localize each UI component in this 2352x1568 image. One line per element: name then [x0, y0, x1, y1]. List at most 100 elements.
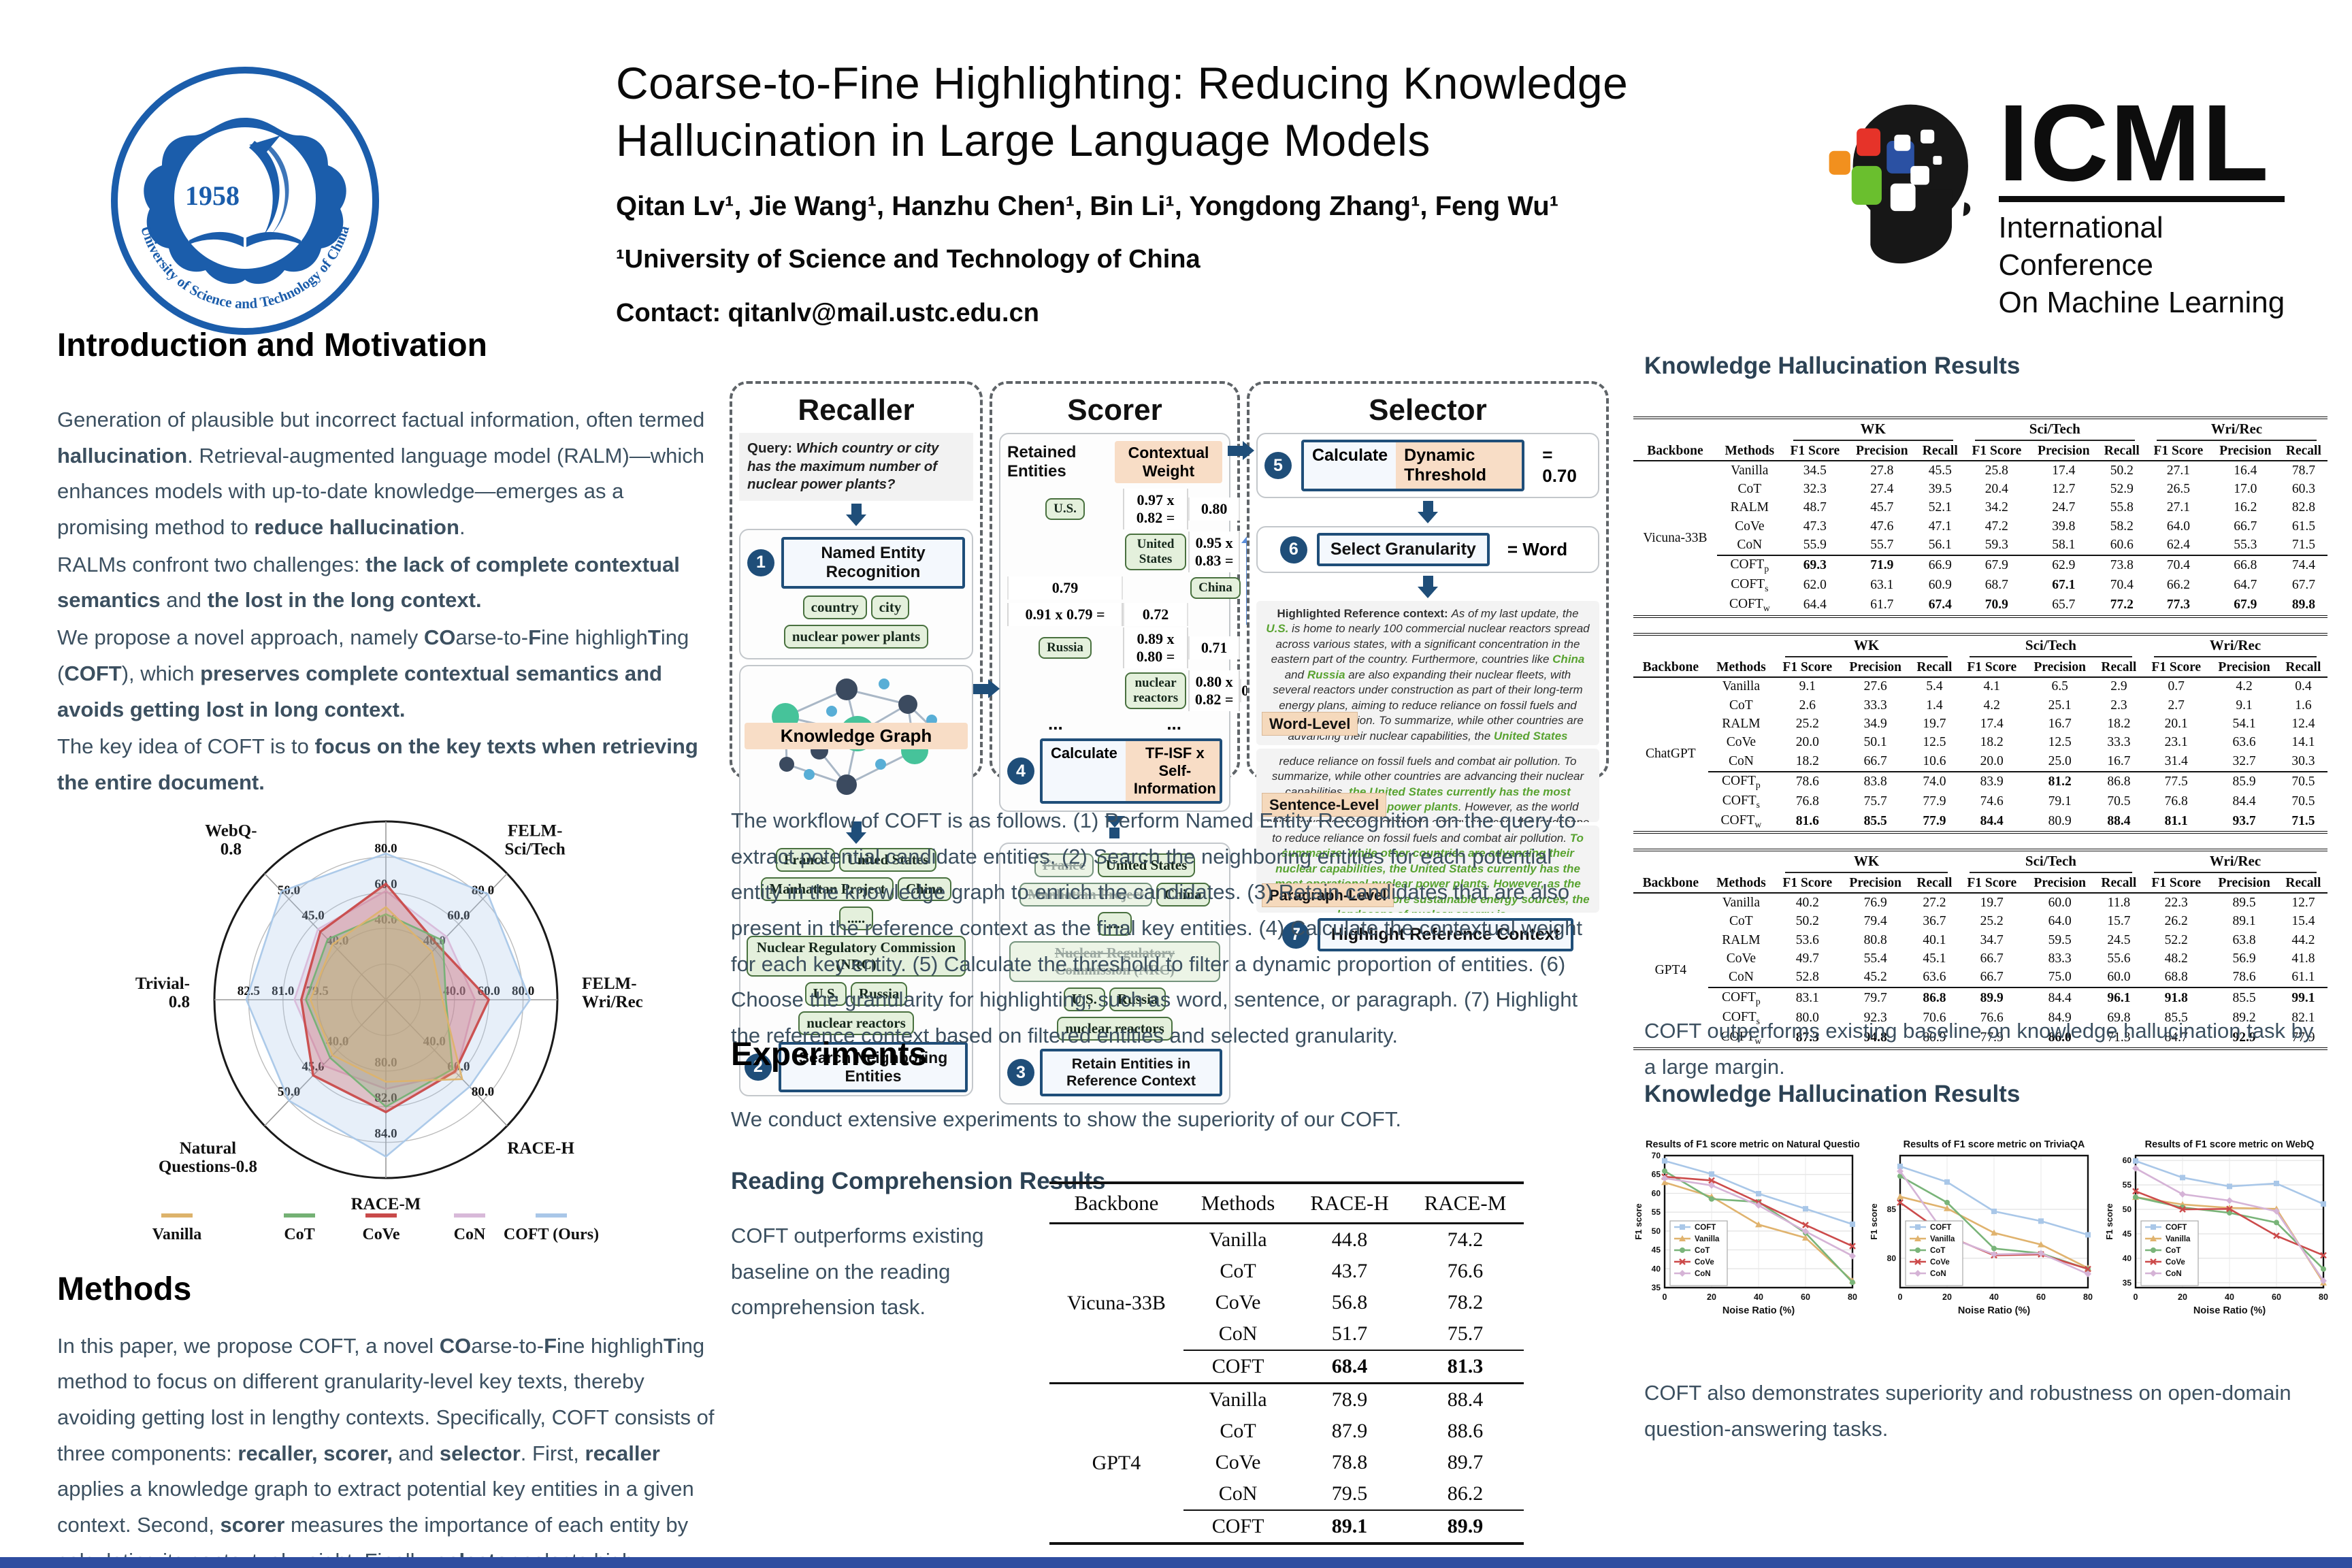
entity-chip: nuclear power plants — [783, 624, 929, 649]
value-cell: CoT — [1220, 1260, 1256, 1282]
text-segment: . First, — [520, 1441, 585, 1465]
text-segment: ing ( — [57, 625, 689, 685]
text-segment: preserves complete contextual semantics … — [57, 661, 662, 721]
table-row: CoN 52.8 45.2 63.6 66.7 75.0 60.0 68.8 78.6 61.1 — [1633, 968, 2328, 987]
value-cell: 52.2 — [2164, 932, 2188, 947]
value-cell: 30.3 — [2291, 753, 2315, 768]
value-cell: 67.7 — [2291, 578, 2315, 593]
value-cell: 26.5 — [2166, 481, 2190, 496]
ellipsis: ... — [1048, 713, 1063, 734]
value-cell: 70.5 — [2291, 794, 2315, 808]
value-cell: 45.1 — [1923, 951, 1946, 966]
value-cell: 77.5 — [2142, 770, 2210, 792]
query-text: Which country or city has the maximum nu… — [747, 440, 939, 493]
svg-text:CoVe: CoVe — [1930, 1258, 1950, 1267]
text-segment: ine highligh — [557, 1333, 664, 1358]
value-cell: 52.1 — [1928, 500, 1952, 515]
intro-paragraph: We propose a novel approach, namely COar… — [57, 620, 715, 728]
value-cell: 89.9 — [1958, 987, 2025, 1009]
entity-chip: United States — [1097, 853, 1196, 877]
arrow-down-icon — [1256, 576, 1599, 598]
value-cell: 41.8 — [2291, 951, 2315, 966]
table-row: Vicuna-33B Vanilla 34.5 27.8 45.5 25.8 17.4 50.… — [1633, 461, 2328, 545]
value-cell: 94.8 — [1863, 1030, 1887, 1045]
value-cell: 12.7 — [2291, 895, 2315, 910]
column-header: Recall — [1910, 658, 1959, 678]
svg-text:85: 85 — [1887, 1205, 1897, 1214]
table-row: GPT4 Vanilla 40.2 76.9 27.2 19.7 60.0 11.8 22.3 8… — [1633, 893, 2328, 977]
entity-chip: nuclear reactors — [1125, 672, 1187, 709]
ner-chips: country city nuclear power plants — [747, 593, 965, 651]
dynamic-threshold-row: 5 Calculate Dynamic Threshold = 0.70 — [1256, 433, 1599, 498]
kh-table-ChatGPT: WK Sci/Tech Wri/Rec Backbone Methods F1 Score… — [1633, 632, 2328, 834]
value-cell: 20.4 — [1984, 481, 2008, 496]
method-cell: CoN — [1728, 753, 1754, 768]
line-chart-svg: Results of F1 score metric on Natural Qu… — [1633, 1139, 1859, 1316]
value-cell: 76.6 — [1980, 1010, 2004, 1025]
value-cell: 26.2 — [2164, 914, 2188, 929]
text-segment: arse-to- — [455, 625, 529, 650]
value-cell: Vanilla — [1183, 1382, 1293, 1416]
svg-text:50: 50 — [1652, 1226, 1661, 1236]
value-cell: 84.4 — [2232, 794, 2256, 808]
svg-text:60: 60 — [2123, 1156, 2132, 1165]
value-cell: 86.8 — [2094, 770, 2143, 792]
sentence-level-box: reduce reliance on fossil fuels and comb… — [1256, 749, 1599, 822]
icml-head-icon — [1829, 104, 1971, 264]
middle-column: Recaller Query: Which country or city ha… — [730, 0, 1609, 1568]
value-cell: 71.5 — [2291, 538, 2315, 552]
svg-text:CoN: CoN — [2166, 1270, 2182, 1278]
column-header: F1 Score — [2142, 875, 2210, 894]
value-cell: 83.9 — [1958, 770, 2025, 792]
value-cell: 20.0 — [1795, 735, 1819, 750]
value-cell: 34.5 — [1803, 463, 1827, 478]
value-cell: 77.9 — [1923, 794, 1946, 808]
qa-note: COFT also demonstrates superiority and r… — [1644, 1381, 2291, 1441]
column-header: Recall — [1910, 875, 1959, 894]
coft-workflow-diagram: Recaller Query: Which country or city ha… — [730, 381, 1609, 1105]
value-cell: 76.9 — [1863, 895, 1887, 910]
arrow-right-icon — [1228, 441, 1254, 460]
column-header: F1 Score — [1774, 658, 1841, 678]
svg-text:CoVe: CoVe — [362, 1226, 399, 1243]
svg-text:RACE-M: RACE-M — [351, 1195, 421, 1213]
method-cell: CoT — [1729, 914, 1753, 929]
value-cell: 96.1 — [2094, 987, 2143, 1009]
step-6-badge: 6 — [1279, 536, 1307, 564]
svg-text:40: 40 — [2123, 1254, 2132, 1263]
svg-text:84.0: 84.0 — [374, 1126, 397, 1141]
svg-text:35: 35 — [2123, 1278, 2132, 1288]
entity-chip: China — [897, 877, 951, 901]
value-cell: 66.9 — [1916, 554, 1964, 576]
column-header: RACE-H — [1292, 1183, 1407, 1224]
value-cell: 20.0 — [1980, 753, 2004, 768]
value-cell: 67.4 — [1928, 598, 1952, 612]
query-label: Query: — [747, 440, 793, 456]
highlighted-context-stack: Highlighted Reference context: As of my … — [1256, 601, 1599, 913]
svg-text:CoN: CoN — [1930, 1270, 1946, 1278]
method-cell: COFTs — [1722, 1009, 1760, 1026]
contextual-weight-label: Contextual Weight — [1115, 441, 1222, 483]
column-header: Backbone — [1633, 875, 1708, 894]
text-segment: ine highligh — [541, 625, 648, 650]
method-cell: Vanilla — [1722, 895, 1760, 910]
word-level-label: Word-Level — [1262, 711, 1358, 736]
value-cell: 85.5 — [2164, 1010, 2188, 1025]
value-cell: 74.0 — [1910, 770, 1959, 792]
value-cell: 16.7 — [2107, 753, 2131, 768]
experiments-heading: Experiments — [731, 1036, 928, 1073]
svg-text:20: 20 — [1707, 1292, 1716, 1302]
value-cell: 45.5 — [1928, 463, 1952, 478]
value-cell: 14.1 — [2291, 735, 2315, 750]
value-cell: 77.3 — [2166, 598, 2190, 612]
table-row: CoN 79.5 86.2 — [1049, 1478, 1524, 1510]
text-segment: scorer — [220, 1513, 285, 1537]
table-row: GPT4 Vanilla 78.9 88.4 — [1049, 1382, 1524, 1544]
entity-chip: ..... — [1097, 912, 1132, 936]
table-row: COFTp 69.3 71.9 66.9 67.9 62.9 73.8 70.4 66.8 74.… — [1633, 554, 2328, 576]
methods-paragraph: In this paper, we propose COFT, a novel … — [57, 1328, 715, 1568]
kh-note: COFT outperforms existing baseline on kn… — [1644, 1019, 2314, 1079]
column-header: Precision — [1847, 442, 1916, 461]
svg-text:55: 55 — [1652, 1207, 1661, 1217]
value-cell: 24.7 — [2052, 500, 2076, 515]
